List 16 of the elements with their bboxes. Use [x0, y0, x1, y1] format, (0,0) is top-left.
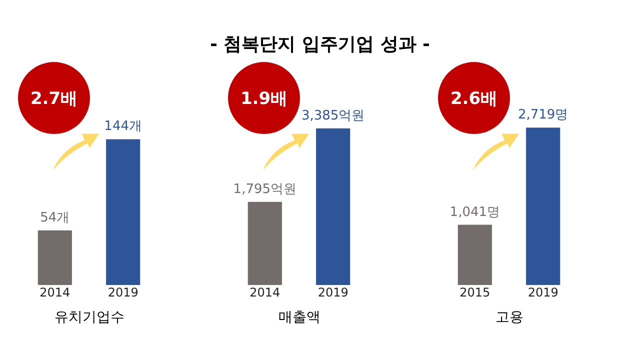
- data-label: 144개: [104, 119, 142, 134]
- x-axis-title: 고용: [496, 310, 524, 326]
- data-label: 3,385억원: [301, 108, 365, 124]
- x-tick-label: 2015: [460, 286, 490, 300]
- x-tick-label: 2014: [40, 286, 70, 300]
- x-axis-title: 유치기업수: [54, 310, 124, 326]
- x-axis-title: 매출액: [278, 310, 320, 326]
- x-tick-label: 2019: [528, 286, 558, 300]
- x-tick-label: 2019: [318, 286, 348, 300]
- chart-title: - 첨복단지 입주기업 성과 -: [208, 33, 431, 57]
- data-label: 1,795억원: [233, 182, 297, 197]
- data-label: 54개: [40, 210, 70, 226]
- x-tick-label: 2014: [250, 286, 280, 300]
- data-label: 2,719명: [518, 108, 568, 123]
- data-label: 1,041명: [450, 204, 500, 220]
- x-tick-label: 2019: [108, 286, 138, 300]
